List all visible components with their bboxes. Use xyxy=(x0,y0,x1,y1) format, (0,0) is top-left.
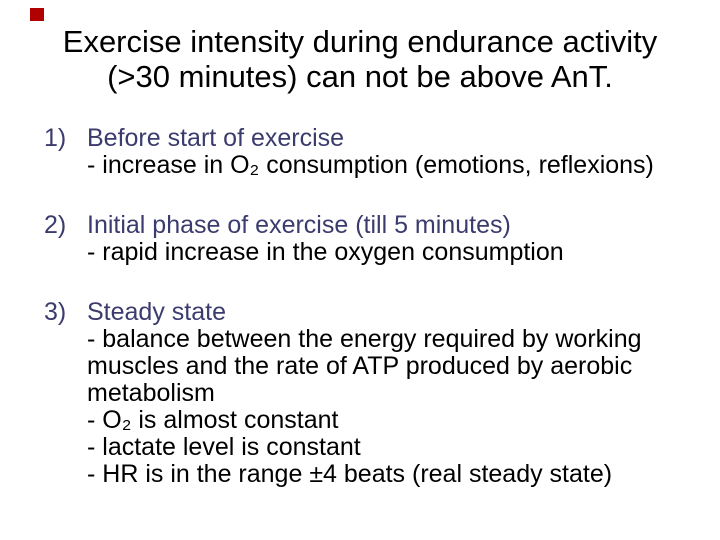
item-heading: Steady state xyxy=(87,298,226,326)
numbered-list: 1) Before start of exercise - increase i… xyxy=(0,125,720,488)
item-body: Before start of exercise - increase in O… xyxy=(87,125,720,179)
sub-line: - lactate level is constant xyxy=(87,433,361,461)
list-item-1: 1) Before start of exercise - increase i… xyxy=(0,125,720,179)
sub-line: - increase in O₂ consumption (emotions, … xyxy=(87,151,654,179)
item-body: Initial phase of exercise (till 5 minute… xyxy=(87,212,720,266)
list-item-2: 2) Initial phase of exercise (till 5 min… xyxy=(0,212,720,266)
sub-line: - balance between the energy required by… xyxy=(87,325,642,353)
sub-line: - O₂ is almost constant xyxy=(87,406,339,434)
item-heading: Initial phase of exercise (till 5 minute… xyxy=(87,211,511,239)
item-number: 1) xyxy=(44,124,67,152)
item-heading: Before start of exercise xyxy=(87,124,345,152)
sub-line: muscles and the rate of ATP produced by … xyxy=(87,352,633,380)
slide-title: Exercise intensity during endurance acti… xyxy=(0,0,720,94)
list-item-3: 3) Steady state - balance between the en… xyxy=(0,299,720,488)
red-square-marker xyxy=(30,8,44,21)
item-body: Steady state - balance between the energ… xyxy=(87,299,720,488)
sub-line: - rapid increase in the oxygen consumpti… xyxy=(87,238,564,266)
item-number: 3) xyxy=(44,298,67,326)
item-number: 2) xyxy=(44,211,67,239)
title-line-1: Exercise intensity during endurance acti… xyxy=(62,24,658,59)
sub-line: - HR is in the range ±4 beats (real stea… xyxy=(87,460,613,488)
sub-line: metabolism xyxy=(87,379,215,407)
title-line-2: (>30 minutes) can not be above AnT. xyxy=(107,59,613,94)
